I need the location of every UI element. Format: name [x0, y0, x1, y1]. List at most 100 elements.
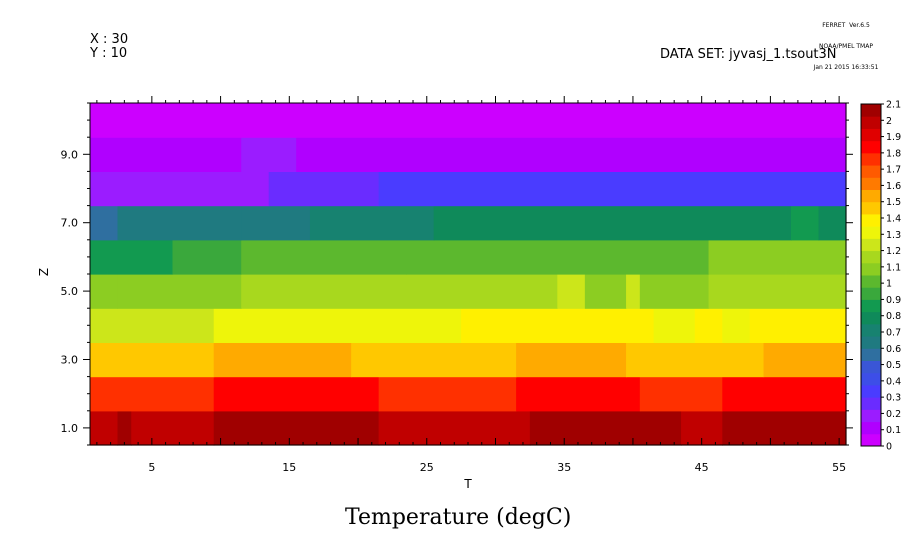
colorbar-swatch: [861, 165, 881, 178]
colorbar-frame: [860, 103, 882, 447]
x-tick-label: 55: [832, 461, 846, 474]
colorbar-label: 1.1: [886, 262, 901, 273]
dataset-label: DATA SET: jyvasj_1.tsout3N: [660, 47, 837, 62]
colorbar-swatch: [861, 384, 881, 398]
colorbar-label: 1: [886, 279, 892, 290]
heatmap-cell: [90, 205, 119, 241]
colorbar-label: 0.4: [886, 376, 901, 387]
heatmap-cell: [653, 308, 696, 343]
colorbar-swatch: [861, 250, 881, 264]
colorbar-swatch: [861, 177, 881, 190]
x-axis-label: T: [463, 477, 472, 491]
heatmap-cell: [309, 205, 435, 241]
heatmap-cell: [557, 274, 586, 309]
colorbar-label: 1.6: [886, 181, 901, 192]
x-tick-label: 45: [695, 461, 709, 474]
colorbar-label: 1.9: [886, 132, 901, 143]
heatmap-cell: [461, 308, 655, 343]
colorbar-swatch: [861, 226, 881, 239]
heatmap-cell: [722, 376, 847, 412]
heatmap-cell: [516, 376, 641, 412]
colorbar: 0 0.1 0.2 0.3 0.4 0.5 0.6 0.7 0.8 0.9 1 1.1 1.2 1.3 1.…: [860, 100, 901, 453]
heatmap-cell: [791, 205, 820, 241]
heatmap-cells: [90, 103, 847, 446]
heatmap-cell: [241, 205, 311, 241]
heatmap-cell: [241, 137, 297, 172]
colorbar-swatch: [861, 336, 881, 349]
colorbar-label: 0.2: [886, 409, 901, 420]
y-tick-label: 3.0: [61, 354, 79, 367]
colorbar-swatch: [861, 299, 881, 313]
heatmap-cell: [708, 239, 847, 275]
heatmap-cell: [241, 274, 558, 309]
colorbar-swatch: [861, 348, 881, 361]
colorbar-swatch: [861, 104, 881, 117]
heatmap-cell: [131, 410, 215, 446]
colorbar-swatch: [861, 262, 881, 276]
ferret-version-stamp: FERRET Ver.6.5 NOAA/PMEL TMAP Jan 21 201…: [806, 8, 886, 78]
heatmap-cell: [296, 137, 847, 172]
x-tick-label: 5: [148, 461, 155, 474]
x-tick-label: 15: [282, 461, 296, 474]
heatmap-cell: [90, 103, 847, 138]
heatmap-cell: [722, 410, 847, 446]
colorbar-label: 0.6: [886, 344, 901, 355]
heatmap-cell: [639, 274, 710, 309]
heatmap-cell: [516, 342, 627, 378]
heatmap-cell: [90, 274, 119, 309]
colorbar-swatch: [861, 128, 881, 142]
colorbar-swatch: [861, 323, 881, 337]
colorbar-label: 2: [886, 116, 892, 127]
heatmap-cell: [268, 171, 380, 207]
ferret-date-line: Jan 21 2015 16:33:51: [813, 64, 879, 71]
colorbar-label: 0.7: [886, 328, 901, 339]
heatmap-cell: [90, 410, 119, 446]
heatmap-cell: [694, 308, 723, 343]
y-axis-ticks: 1.0 3.0 5.0 7.0 9.0: [61, 102, 853, 446]
heatmap-cell: [626, 274, 641, 309]
colorbar-label: 1.8: [886, 148, 901, 159]
colorbar-swatch: [861, 360, 881, 374]
heatmap-cell: [529, 410, 682, 446]
heatmap-cell: [241, 239, 407, 275]
colorbar-swatch: [861, 409, 881, 423]
heatmap-cell: [117, 274, 242, 309]
heatmap-cell: [433, 205, 792, 241]
colorbar-label: 0.5: [886, 360, 901, 371]
colorbar-swatch: [861, 433, 881, 447]
heatmap-cell: [90, 342, 215, 378]
colorbar-swatch: [861, 213, 881, 227]
y-tick-label: 1.0: [61, 422, 79, 435]
heatmap-cell: [213, 308, 462, 343]
colorbar-label: 0.8: [886, 311, 901, 322]
heatmap-cell: [749, 308, 847, 343]
colorbar-swatch: [861, 152, 881, 166]
colorbar-label: 2.1: [886, 100, 901, 111]
colorbar-label: 1.4: [886, 214, 901, 225]
colorbar-label: 0.3: [886, 393, 901, 404]
heatmap-cell: [626, 342, 765, 378]
chart-title: Temperature (degC): [345, 505, 572, 530]
x-tick-label: 25: [420, 461, 434, 474]
colorbar-label: 0.1: [886, 425, 901, 436]
colorbar-swatch: [861, 238, 881, 252]
heatmap-cell: [213, 376, 380, 412]
heatmap-cell: [90, 239, 174, 275]
heatmap-cell: [584, 274, 627, 309]
colorbar-label: 1.3: [886, 230, 901, 241]
heatmap-cell: [90, 137, 242, 172]
heatmap-cell: [90, 308, 215, 343]
colorbar-label: 1.5: [886, 197, 901, 208]
x-position-label: X : 30: [90, 32, 129, 47]
colorbar-swatch: [861, 372, 881, 386]
heatmap-cell: [378, 171, 847, 207]
colorbar-label: 1.7: [886, 165, 901, 176]
heatmap-cell: [117, 205, 242, 241]
colorbar-swatch: [861, 397, 881, 410]
heatmap-cell: [639, 376, 723, 412]
heatmap-cell: [172, 239, 242, 275]
heatmap-cell: [90, 376, 215, 412]
heatmap-cell: [378, 376, 517, 412]
heatmap-cell: [378, 410, 531, 446]
x-axis-ticks: 5 15 25 35 45 55: [96, 96, 846, 474]
